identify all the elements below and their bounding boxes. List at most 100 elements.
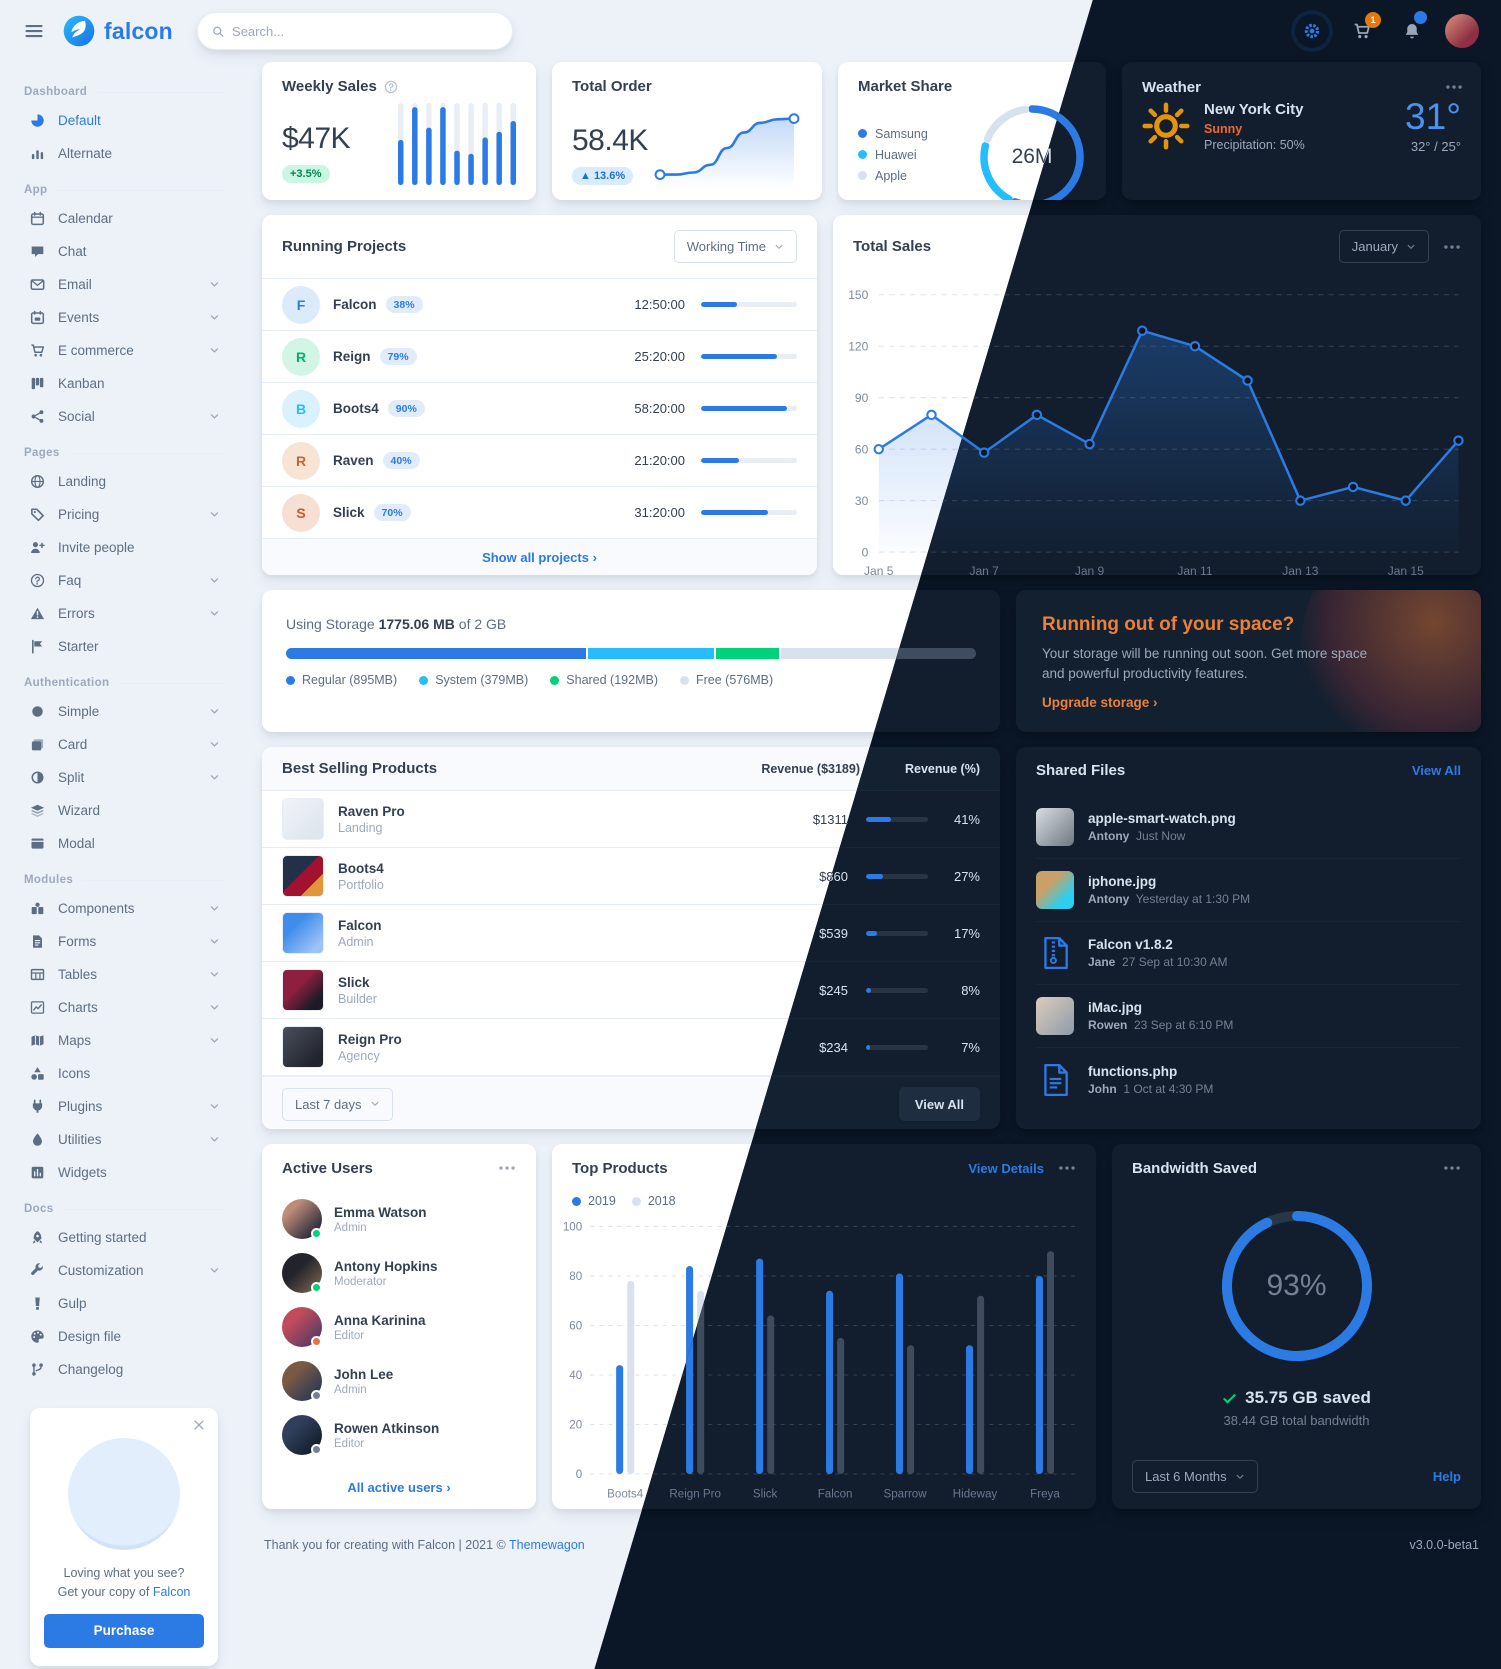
sidebar-item-starter[interactable]: Starter [24,630,224,663]
sidebar-item-card[interactable]: Card [24,728,224,761]
sidebar-item-icons[interactable]: Icons [24,1057,224,1090]
help-icon[interactable] [384,80,398,94]
sidebar-item-customization[interactable]: Customization [24,1254,224,1287]
sidebar-item-invite-people[interactable]: Invite people [24,531,224,564]
cart-button[interactable]: 1 [1345,12,1381,48]
user-avatar[interactable] [1445,14,1479,48]
sidebar-item-gulp[interactable]: Gulp [24,1287,224,1320]
last-7-days-select[interactable]: Last 7 days [282,1087,393,1121]
sidebar-item-modal[interactable]: Modal [24,827,224,860]
sidebar-item-utilities[interactable]: Utilities [24,1123,224,1156]
sidebar-item-email[interactable]: Email [24,268,224,301]
sidebar-item-tables[interactable]: Tables [24,958,224,991]
sidebar-item-simple[interactable]: Simple [24,695,224,728]
sidebar-item-events[interactable]: Events [24,301,224,334]
sidebar-item-charts[interactable]: Charts [24,991,224,1024]
more-options-icon[interactable] [1443,1159,1461,1177]
product-revenue: $1311 [812,811,848,827]
sidebar-item-components[interactable]: Components [24,892,224,925]
project-progress [701,406,797,411]
project-row[interactable]: R Raven 40% 21:20:00 [262,434,817,486]
sidebar-item-wizard[interactable]: Wizard [24,794,224,827]
sidebar-item-alternate[interactable]: Alternate [24,137,224,170]
sidebar-item-e-commerce[interactable]: E commerce [24,334,224,367]
brand-name: falcon [104,17,173,44]
legend-item[interactable]: 2018 [631,1194,676,1208]
falcon-link[interactable]: Falcon [152,1584,191,1599]
sidebar-item-forms[interactable]: Forms [24,925,224,958]
list-item[interactable]: iMac.jpg Rowen 23 Sep at 6:10 PM [1036,985,1461,1048]
sidebar-item-changelog[interactable]: Changelog [24,1353,224,1386]
sidebar-item-landing[interactable]: Landing [24,465,224,498]
list-item[interactable]: functions.php John 1 Oct at 4:30 PM [1036,1048,1461,1111]
weather-precipitation: Precipitation: 50% [1204,137,1305,152]
purchase-promo-card: Loving what you see? Get your copy of Fa… [30,1408,218,1666]
search-icon [212,25,224,38]
notifications-button[interactable] [1395,11,1429,48]
sidebar-item-design-file[interactable]: Design file [24,1320,224,1353]
shared-files-card: Shared Files View All apple-smart-watch.… [1016,747,1481,1129]
more-options-icon[interactable] [1058,1159,1076,1177]
card-title: Market Share [858,78,953,95]
project-row[interactable]: F Falcon 38% 12:50:00 [262,278,817,330]
close-icon[interactable] [192,1418,206,1432]
brand-logo[interactable]: falcon [62,14,173,48]
search-box[interactable] [196,12,513,50]
project-row[interactable]: B Boots4 90% 58:20:00 [262,382,817,434]
last-6-months-select[interactable]: Last 6 Months [1132,1460,1258,1493]
code-file-icon [1036,1061,1074,1099]
show-all-projects-link[interactable]: Show all projects › [262,538,817,575]
list-item[interactable]: apple-smart-watch.png Antony Just Now [1036,796,1461,859]
more-options-icon[interactable] [498,1159,516,1177]
sidebar-item-widgets[interactable]: Widgets [24,1156,224,1189]
svg-text:150: 150 [848,288,868,302]
view-all-button[interactable]: View All [898,1087,980,1121]
user-role: Editor [334,1437,365,1450]
sidebar-item-plugins[interactable]: Plugins [24,1090,224,1123]
legend-item: Apple [858,169,928,183]
sidebar-item-kanban[interactable]: Kanban [24,367,224,400]
project-row[interactable]: S Slick 70% 31:20:00 [262,486,817,538]
sidebar-item-calendar[interactable]: Calendar [24,202,224,235]
all-active-users-link[interactable]: All active users › [347,1480,451,1495]
warning-icon [30,606,45,621]
more-options-icon[interactable] [1445,78,1463,96]
themewagon-link[interactable]: Themewagon [509,1538,585,1552]
search-input[interactable] [232,23,498,39]
purchase-button[interactable]: Purchase [44,1613,204,1648]
view-all-files-link[interactable]: View All [1411,763,1461,778]
legend-item[interactable]: 2019 [572,1194,616,1208]
project-row[interactable]: R Reign 79% 25:20:00 [262,330,817,382]
working-time-select[interactable]: Working Time [673,230,797,263]
sidebar-item-split[interactable]: Split [24,761,224,794]
list-item[interactable]: iphone.jpg Antony Yesterday at 1:30 PM [1036,859,1461,922]
sidebar-item-chat[interactable]: Chat [24,235,224,268]
weather-card: Weather New York City Sunny Precipitatio… [1122,62,1481,200]
navbar-actions: 1 [1295,11,1479,48]
help-link[interactable]: Help [1432,1469,1461,1484]
sidebar-item-errors[interactable]: Errors [24,597,224,630]
settings-gear-icon[interactable] [1295,14,1329,48]
sidebar-item-default[interactable]: Default [24,104,224,137]
upgrade-storage-link[interactable]: Upgrade storage › [1042,695,1158,711]
chevron-down-icon [209,1134,220,1145]
sidebar-item-getting-started[interactable]: Getting started [24,1221,224,1254]
invite-icon [30,540,45,555]
sidebar-item-social[interactable]: Social [24,400,224,433]
more-options-icon[interactable] [1443,238,1461,256]
sidebar-item-maps[interactable]: Maps [24,1024,224,1057]
sidebar-item-pricing[interactable]: Pricing [24,498,224,531]
month-select[interactable]: January [1338,230,1429,263]
view-details-link[interactable]: View Details [968,1160,1044,1176]
menu-icon[interactable] [24,21,44,41]
list-item[interactable]: Falcon v1.8.2 Jane 27 Sep at 10:30 AM [1036,922,1461,985]
sidebar-item-faq[interactable]: Faq [24,564,224,597]
